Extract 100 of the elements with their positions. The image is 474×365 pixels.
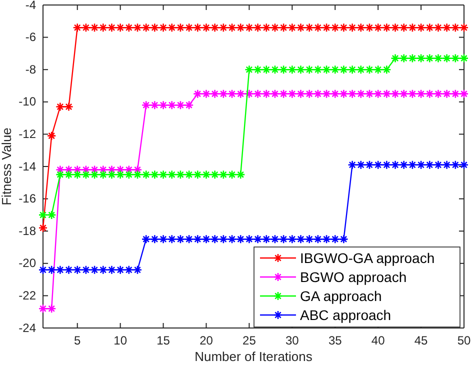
point — [38, 223, 48, 233]
point — [141, 170, 151, 180]
point — [262, 64, 272, 74]
point — [227, 234, 237, 244]
point — [141, 100, 151, 110]
point — [364, 89, 374, 98]
point — [210, 170, 220, 180]
point — [416, 54, 426, 63]
point — [56, 170, 65, 180]
point — [270, 89, 280, 98]
point — [442, 22, 452, 32]
point — [176, 100, 186, 110]
point — [382, 89, 392, 98]
point — [408, 22, 418, 32]
x-tick-label: 30 — [285, 334, 300, 348]
y-tick-label: -14 — [18, 159, 36, 174]
point — [158, 234, 168, 244]
point — [373, 160, 383, 170]
point — [176, 170, 186, 180]
point — [64, 265, 74, 275]
point — [202, 89, 211, 98]
point — [253, 234, 262, 244]
point — [132, 170, 142, 180]
point — [184, 22, 194, 32]
point — [107, 265, 116, 275]
point — [72, 22, 82, 32]
point — [158, 22, 168, 32]
point — [424, 22, 434, 32]
point — [348, 64, 357, 74]
point — [416, 89, 426, 98]
point — [46, 265, 56, 275]
y-tick-label: -4 — [25, 0, 36, 12]
point — [348, 89, 357, 98]
point — [90, 170, 100, 180]
point — [373, 89, 383, 98]
point — [184, 234, 194, 244]
point — [90, 165, 100, 174]
y-tick-label: -8 — [25, 62, 36, 76]
point — [313, 89, 323, 98]
point — [193, 22, 202, 32]
point — [339, 234, 348, 244]
point — [278, 89, 288, 98]
point — [124, 170, 134, 180]
y-tick-label: -18 — [18, 224, 36, 238]
point — [313, 64, 323, 74]
point — [278, 234, 288, 244]
x-tick-label: 10 — [114, 334, 128, 348]
point — [176, 22, 186, 32]
point — [141, 234, 151, 244]
y-tick-label: -20 — [18, 256, 36, 270]
point — [322, 64, 332, 74]
x-tick-label: 15 — [156, 334, 170, 348]
y-axis-title: Fitness Value — [0, 128, 14, 206]
point — [210, 89, 220, 98]
point — [434, 89, 443, 98]
x-axis-title: Number of Iterations — [194, 349, 313, 364]
point — [56, 102, 65, 112]
point — [364, 160, 374, 170]
point — [330, 22, 340, 32]
point — [322, 89, 332, 98]
point — [408, 160, 418, 170]
point — [64, 102, 74, 112]
point — [434, 160, 443, 170]
y-tick-label: -24 — [18, 320, 36, 335]
x-tick-label: 45 — [414, 334, 428, 348]
point — [424, 89, 434, 98]
point — [304, 64, 314, 74]
x-tick-label: 20 — [200, 334, 214, 348]
point — [167, 22, 177, 32]
point — [236, 234, 246, 244]
point — [382, 64, 392, 74]
point — [218, 234, 228, 244]
point — [322, 22, 332, 32]
point — [304, 22, 314, 32]
point — [116, 265, 125, 275]
legend-label: IBGWO-GA approach — [300, 250, 435, 266]
point — [193, 89, 202, 98]
point — [236, 22, 246, 32]
point — [390, 54, 400, 63]
point — [296, 64, 306, 74]
point — [116, 22, 125, 32]
point — [330, 89, 340, 98]
point — [124, 165, 134, 174]
point — [56, 265, 65, 275]
point — [253, 22, 262, 32]
point — [46, 304, 56, 314]
point — [442, 89, 452, 98]
point — [107, 170, 116, 180]
point — [98, 165, 108, 174]
point — [434, 22, 443, 32]
point — [270, 64, 280, 74]
point — [390, 160, 400, 170]
point — [304, 234, 314, 244]
point — [450, 89, 460, 98]
point — [442, 160, 452, 170]
point — [304, 89, 314, 98]
x-tick-label: 35 — [328, 334, 342, 348]
point — [193, 170, 202, 180]
point — [107, 22, 116, 32]
x-tick-label: 40 — [371, 334, 386, 348]
